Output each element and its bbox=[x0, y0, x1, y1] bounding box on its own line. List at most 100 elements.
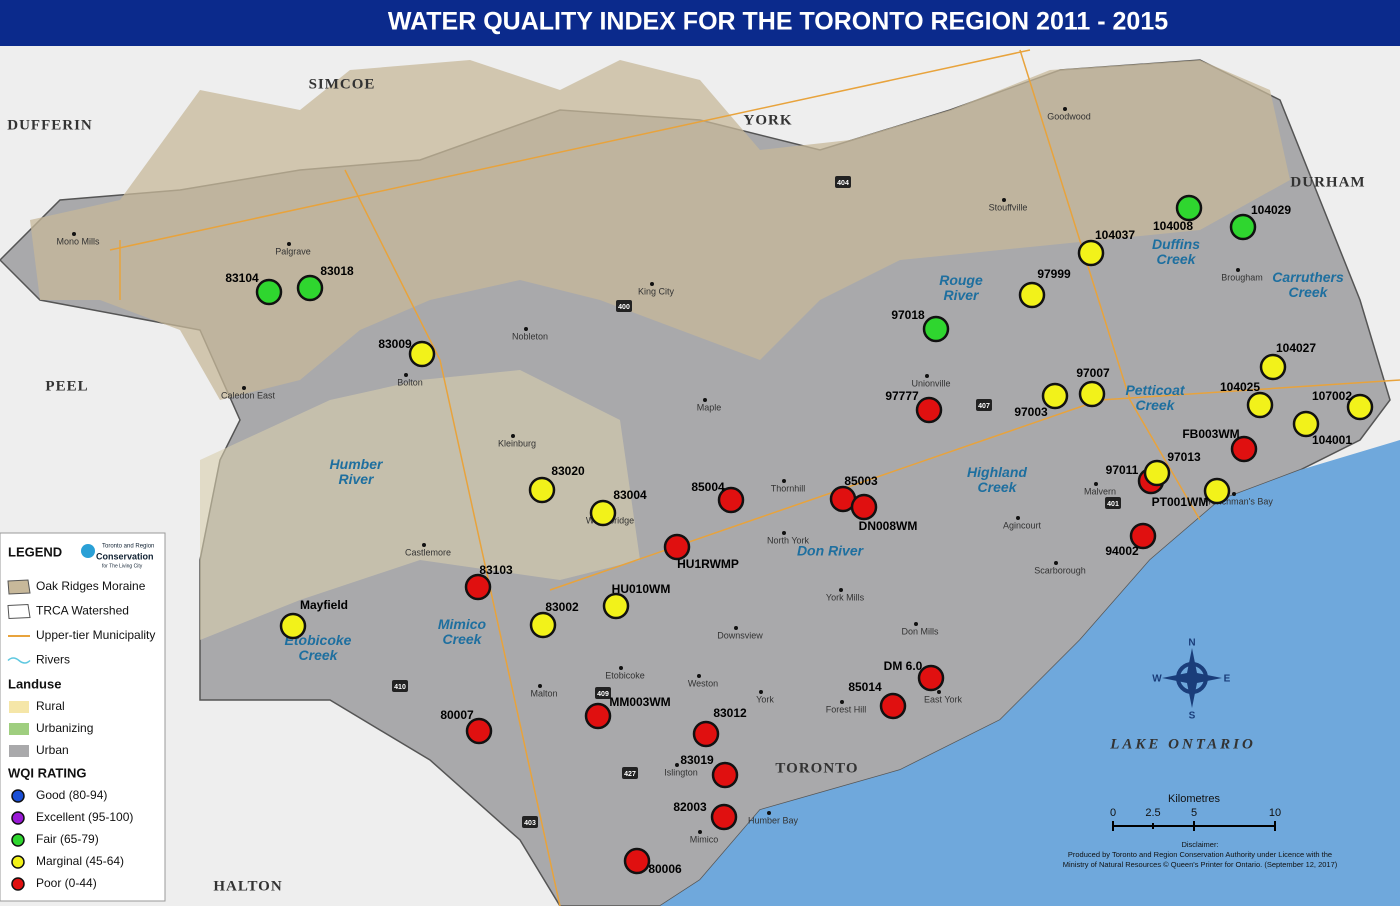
station-label: 97777 bbox=[885, 389, 919, 403]
station-marker bbox=[1246, 391, 1274, 419]
legend-swatch bbox=[11, 833, 25, 847]
station-marker bbox=[1078, 380, 1106, 408]
station-marker bbox=[717, 486, 745, 514]
compass bbox=[1162, 648, 1222, 708]
station-marker bbox=[710, 803, 738, 831]
legend-swatch bbox=[11, 855, 25, 869]
region-label: TORONTO bbox=[775, 760, 858, 776]
highway-shield bbox=[522, 816, 538, 828]
town-dot bbox=[422, 543, 426, 547]
town-label: Palgrave bbox=[275, 246, 311, 256]
legend-swatch bbox=[11, 789, 25, 803]
station-marker bbox=[1143, 459, 1171, 487]
station-marker bbox=[850, 493, 878, 521]
town-label: Caledon East bbox=[221, 390, 276, 400]
station-marker bbox=[711, 761, 739, 789]
scale-tick-label: 0 bbox=[1110, 807, 1116, 819]
legend-label: Marginal (45-64) bbox=[36, 854, 124, 868]
town-dot bbox=[1002, 198, 1006, 202]
legend-label: Oak Ridges Moraine bbox=[36, 579, 146, 593]
station-label: 97018 bbox=[891, 308, 925, 322]
station-marker bbox=[879, 692, 907, 720]
compass-star bbox=[1162, 648, 1222, 708]
legend-label: Rural bbox=[36, 699, 65, 713]
scale-tick-label: 5 bbox=[1191, 807, 1197, 819]
disclaimer: Ministry of Natural Resources © Queen's … bbox=[1063, 860, 1338, 869]
station-marker bbox=[915, 396, 943, 424]
town-label: Mimico bbox=[690, 834, 719, 844]
scale-tick-label: 2.5 bbox=[1145, 807, 1160, 819]
station-label: 83019 bbox=[680, 753, 714, 767]
highway-shield bbox=[622, 767, 638, 779]
title: WATER QUALITY INDEX FOR THE TORONTO REGI… bbox=[388, 8, 1168, 36]
station-marker bbox=[589, 499, 617, 527]
town-dot bbox=[782, 531, 786, 535]
legend-swatch bbox=[7, 579, 31, 595]
compass-letter: W bbox=[1152, 674, 1162, 685]
highway-shield bbox=[595, 687, 611, 699]
station-marker bbox=[623, 847, 651, 875]
station-label: 104027 bbox=[1276, 341, 1316, 355]
town-dot bbox=[619, 666, 623, 670]
town-label: Bolton bbox=[397, 377, 423, 387]
station-label: 83104 bbox=[225, 271, 259, 285]
station-marker bbox=[602, 592, 630, 620]
town-dot bbox=[242, 386, 246, 390]
station-label: Mayfield bbox=[300, 598, 348, 612]
town-label: York Mills bbox=[826, 592, 865, 602]
legend-subtitle: Landuse bbox=[8, 676, 61, 691]
town-dot bbox=[925, 374, 929, 378]
station-marker bbox=[408, 340, 436, 368]
town-label: Scarborough bbox=[1034, 565, 1086, 575]
town-label: Forest Hill bbox=[826, 704, 867, 714]
municipal-boundary bbox=[109, 49, 1400, 907]
legend-label: TRCA Watershed bbox=[36, 604, 129, 618]
town-dot bbox=[1232, 492, 1236, 496]
station-label: 97013 bbox=[1167, 450, 1201, 464]
station-marker bbox=[692, 720, 720, 748]
logo-text: for The Living City bbox=[102, 563, 143, 569]
town-label: Mono Mills bbox=[56, 236, 100, 246]
highway-number: 400 bbox=[618, 304, 630, 311]
logo-text: Toronto and Region bbox=[102, 544, 154, 550]
legend-label: Excellent (95-100) bbox=[36, 810, 133, 824]
legend-label: Good (80-94) bbox=[36, 788, 107, 802]
legend-label: Poor (0-44) bbox=[36, 876, 97, 890]
town-label: Castlemore bbox=[405, 547, 451, 557]
town-label: Thornhill bbox=[771, 483, 806, 493]
station-label: 104008 bbox=[1153, 219, 1193, 233]
river-label: Mimico Creek bbox=[438, 616, 487, 647]
town-dot bbox=[287, 242, 291, 246]
station-marker bbox=[1129, 522, 1157, 550]
highway-number: 409 bbox=[597, 691, 609, 698]
compass-letter: S bbox=[1189, 711, 1196, 722]
town-label: Kleinburg bbox=[498, 438, 536, 448]
town-label: Malton bbox=[530, 688, 557, 698]
region-label: LAKE ONTARIO bbox=[1109, 736, 1256, 752]
legend-subtitle: WQI RATING bbox=[8, 765, 86, 780]
station-label: HU1RWMP bbox=[677, 557, 739, 571]
station-label: 83020 bbox=[551, 464, 585, 478]
town-dot bbox=[1054, 561, 1058, 565]
town-dot bbox=[511, 434, 515, 438]
town-dot bbox=[675, 763, 679, 767]
station-marker bbox=[663, 533, 691, 561]
station-label: 80006 bbox=[648, 862, 682, 876]
town-dot bbox=[524, 327, 528, 331]
town-label: Humber Bay bbox=[748, 815, 799, 825]
logo-text: Conservation bbox=[96, 551, 154, 561]
station-marker bbox=[1292, 410, 1320, 438]
region-label: PEEL bbox=[45, 378, 88, 394]
legend-swatch bbox=[9, 745, 29, 757]
station-label: 83002 bbox=[545, 600, 579, 614]
highway-shield bbox=[1105, 497, 1121, 509]
compass-letter: N bbox=[1188, 638, 1195, 649]
river-label: Humber River bbox=[330, 456, 384, 487]
station-label: 97003 bbox=[1014, 405, 1048, 419]
oak-ridges-moraine bbox=[30, 60, 1290, 400]
station-label: 107002 bbox=[1312, 389, 1352, 403]
town-dot bbox=[782, 479, 786, 483]
legend-box bbox=[0, 532, 166, 902]
town-label: Don Mills bbox=[901, 626, 939, 636]
